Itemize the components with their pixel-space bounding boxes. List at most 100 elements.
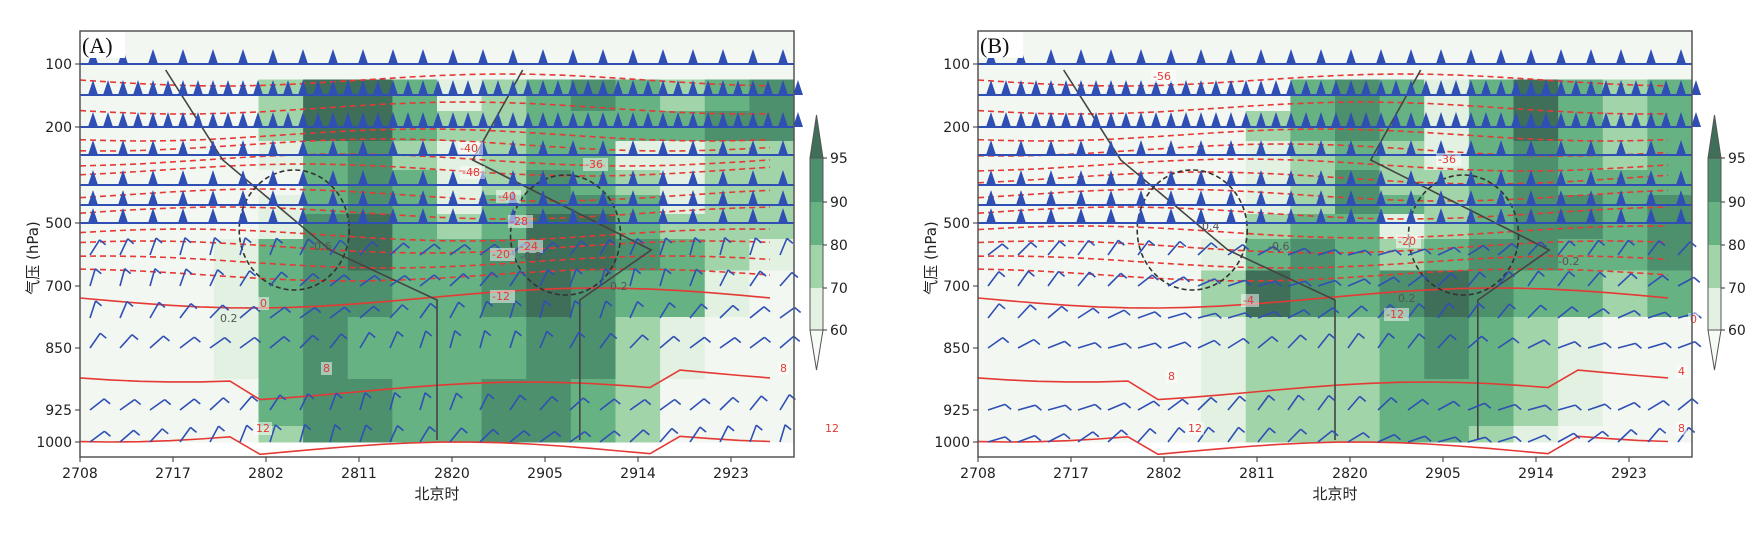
colorbar-extend-low xyxy=(809,329,824,371)
wind-pennant xyxy=(148,208,158,223)
wind-pennant xyxy=(1421,80,1431,95)
rh-cell xyxy=(169,317,215,380)
wind-barb-feather xyxy=(1004,436,1012,443)
wind-pennant xyxy=(1076,170,1086,185)
wind-pennant xyxy=(1346,112,1356,127)
temperature-label-bg xyxy=(258,297,269,310)
wind-pennant xyxy=(148,170,158,185)
wind-pennant xyxy=(118,80,128,95)
wind-pennant xyxy=(118,190,128,205)
wind-barb-feather xyxy=(1064,404,1072,411)
wind-pennant xyxy=(1196,190,1206,205)
wind-pennant xyxy=(703,112,713,127)
wind-pennant xyxy=(1586,140,1596,155)
wind-barb-feather xyxy=(794,306,802,314)
wind-pennant xyxy=(688,140,698,155)
wind-pennant xyxy=(208,190,218,205)
wind-barb xyxy=(659,427,673,443)
wind-barb xyxy=(1557,240,1570,256)
wind-barb-feather xyxy=(786,237,794,244)
rh-cell xyxy=(749,379,795,427)
wind-barb-feather xyxy=(1151,274,1159,281)
colorbar-segment xyxy=(1708,245,1721,288)
wind-barb xyxy=(449,301,460,319)
wind-barb-feather xyxy=(1540,304,1548,311)
wind-barb xyxy=(1317,279,1336,287)
rh-cell xyxy=(1111,317,1157,380)
wind-pennant xyxy=(703,80,713,95)
wind-barb-feather xyxy=(158,301,166,308)
rh-cell xyxy=(124,239,170,271)
wind-barb xyxy=(89,430,105,443)
wind-barb-feather xyxy=(1092,431,1100,438)
wind-pennant xyxy=(1271,80,1281,95)
wind-barb-feather xyxy=(547,269,555,276)
wind-pennant xyxy=(778,140,788,155)
isotherm-dashed xyxy=(977,73,1669,87)
rh-cell xyxy=(1156,214,1202,240)
wind-pennant xyxy=(208,112,218,127)
wind-pennant xyxy=(1031,80,1041,95)
x-axis-label: 北京时 xyxy=(1312,485,1357,503)
wind-pennant xyxy=(268,49,278,64)
wind-pennant xyxy=(538,112,548,127)
wind-barb-feather xyxy=(1304,247,1312,254)
temperature-label-bg xyxy=(460,166,485,179)
rh-cell xyxy=(1558,214,1604,240)
wind-barb xyxy=(1407,248,1426,256)
temperature-contour-label: 12 xyxy=(256,422,270,435)
wind-pennant xyxy=(1106,80,1116,95)
wind-barb xyxy=(1257,427,1270,443)
wind-barb xyxy=(1107,342,1126,349)
wind-barb xyxy=(1527,304,1542,319)
wind-barb xyxy=(659,302,671,319)
wind-barb xyxy=(1227,279,1246,287)
wind-pennant xyxy=(1556,170,1566,185)
wind-pennant xyxy=(1676,140,1686,155)
wind-pennant xyxy=(1061,112,1071,127)
wind-pennant xyxy=(448,190,458,205)
wind-barb xyxy=(1587,430,1604,443)
wind-barb xyxy=(269,306,286,319)
rh-cell xyxy=(347,317,393,380)
wind-pennant xyxy=(328,49,338,64)
rh-cell xyxy=(1022,270,1068,318)
rh-cell xyxy=(526,426,572,443)
wind-pennant xyxy=(1361,112,1371,127)
wind-barb-feather xyxy=(732,304,740,312)
omega-contour-label: -0.2 xyxy=(1558,255,1579,268)
wind-barb xyxy=(1167,427,1180,443)
wind-pennant xyxy=(448,170,458,185)
wind-pennant xyxy=(1331,112,1341,127)
temperature-label-bg xyxy=(1676,422,1687,435)
wind-pennant xyxy=(1376,112,1386,127)
rh-cell xyxy=(1558,31,1604,80)
wind-pennant xyxy=(1466,208,1476,223)
wind-pennant xyxy=(718,112,728,127)
x-tick-label: 2820 xyxy=(1332,466,1368,482)
wind-barb-feather xyxy=(1328,394,1336,402)
wind-barb-feather xyxy=(185,268,193,275)
rh-cell xyxy=(80,426,126,443)
wind-barb xyxy=(329,392,337,411)
wind-barb-feather xyxy=(1117,239,1125,246)
wind-barb xyxy=(1617,429,1632,443)
wind-barb xyxy=(179,426,192,443)
wind-pennant xyxy=(658,49,668,64)
wind-barb xyxy=(419,426,431,443)
wind-barb-feather xyxy=(1183,276,1191,283)
wind-barb-feather xyxy=(1359,395,1367,402)
wind-pennant xyxy=(1046,80,1056,95)
wind-barb-feather xyxy=(254,336,262,344)
wind-pennant xyxy=(253,112,263,127)
wind-barb-feather xyxy=(552,241,560,248)
y-tick-label: 850 xyxy=(943,341,970,357)
wind-barb xyxy=(1557,432,1575,443)
temperature-label-bg xyxy=(1688,313,1699,326)
temperature-contour-label: -28 xyxy=(510,215,528,228)
wind-barb xyxy=(329,424,336,443)
colorbar-frame xyxy=(809,157,824,331)
wind-pennant xyxy=(1001,80,1011,95)
wind-pennant xyxy=(298,112,308,127)
wind-pennant xyxy=(1346,80,1356,95)
